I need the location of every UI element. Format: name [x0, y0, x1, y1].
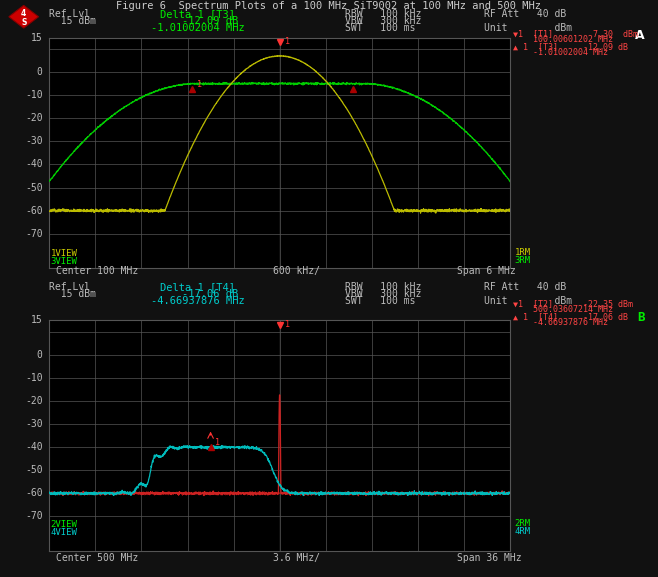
Text: -40: -40 [25, 442, 42, 452]
Text: -70: -70 [25, 228, 42, 239]
Text: 4VIEW: 4VIEW [51, 528, 78, 537]
Text: RBW   100 kHz: RBW 100 kHz [345, 282, 422, 292]
Text: 1: 1 [285, 37, 290, 46]
Text: -60: -60 [25, 205, 42, 216]
Text: 100.00601202 MHz: 100.00601202 MHz [513, 35, 613, 44]
Text: Ref Lvl: Ref Lvl [49, 9, 90, 19]
Text: ▼1  [T2]      -22.35 dBm: ▼1 [T2] -22.35 dBm [513, 299, 633, 308]
Text: VBW   300 kHz: VBW 300 kHz [345, 16, 422, 26]
Text: 15 dBm: 15 dBm [49, 16, 96, 26]
Text: ▲ 1  [T3]     -12.09 dB: ▲ 1 [T3] -12.09 dB [513, 42, 628, 51]
Text: 1: 1 [285, 320, 290, 329]
Text: -12.09 dB: -12.09 dB [157, 16, 238, 26]
Text: SWT   100 ms: SWT 100 ms [345, 23, 416, 33]
Text: 1: 1 [197, 80, 202, 89]
Text: -30: -30 [25, 136, 42, 147]
Text: Delta 1 [T4]: Delta 1 [T4] [160, 282, 235, 292]
Text: -70: -70 [25, 511, 42, 522]
Text: 0: 0 [37, 67, 42, 77]
Text: 4RM: 4RM [515, 527, 531, 535]
Text: 3.6 MHz/: 3.6 MHz/ [273, 553, 320, 563]
Text: Unit        dBm: Unit dBm [484, 296, 572, 306]
Text: -40: -40 [25, 159, 42, 170]
Text: 4: 4 [21, 9, 26, 18]
Text: 2VIEW: 2VIEW [51, 520, 78, 529]
Text: 1VIEW: 1VIEW [51, 249, 78, 258]
Text: SWT   100 ms: SWT 100 ms [345, 296, 416, 306]
Text: -4.66937876 MHz: -4.66937876 MHz [151, 296, 244, 306]
Text: -4.66937876 MHz: -4.66937876 MHz [513, 319, 608, 327]
Text: S: S [21, 17, 26, 27]
Text: -30: -30 [25, 419, 42, 429]
Text: -10: -10 [25, 90, 42, 100]
Text: 3VIEW: 3VIEW [51, 257, 78, 265]
Text: RBW   100 kHz: RBW 100 kHz [345, 9, 422, 19]
Text: 3RM: 3RM [515, 256, 531, 264]
Text: -20: -20 [25, 113, 42, 123]
Text: -60: -60 [25, 488, 42, 499]
Text: -50: -50 [25, 465, 42, 475]
Polygon shape [9, 5, 39, 28]
Text: Ref Lvl: Ref Lvl [49, 282, 90, 292]
Text: 15: 15 [31, 315, 42, 325]
Text: Delta 1 [T3]: Delta 1 [T3] [160, 9, 235, 19]
Text: 1RM: 1RM [515, 248, 531, 257]
Text: Span 6 MHz: Span 6 MHz [457, 266, 516, 276]
Text: 15: 15 [31, 32, 42, 43]
Text: ▼1  [T1]        7.30  dBm: ▼1 [T1] 7.30 dBm [513, 29, 638, 38]
Text: RF Att   40 dB: RF Att 40 dB [484, 9, 566, 19]
Text: 600 kHz/: 600 kHz/ [273, 266, 320, 276]
Text: Center 500 MHz: Center 500 MHz [56, 553, 138, 563]
Text: 500.03607214 MHz: 500.03607214 MHz [513, 305, 613, 314]
Text: B: B [637, 311, 644, 324]
Text: Unit        dBm: Unit dBm [484, 23, 572, 33]
Text: -1.01002004 MHz: -1.01002004 MHz [513, 48, 608, 57]
Text: ▲ 1  [T4]     -17.06 dB: ▲ 1 [T4] -17.06 dB [513, 312, 628, 321]
Text: -17.06 dB: -17.06 dB [157, 289, 238, 299]
Text: RF Att   40 dB: RF Att 40 dB [484, 282, 566, 292]
Text: -1.01002004 MHz: -1.01002004 MHz [151, 23, 244, 33]
Text: Span 36 MHz: Span 36 MHz [457, 553, 522, 563]
Text: 15 dBm: 15 dBm [49, 289, 96, 299]
Text: 2RM: 2RM [515, 519, 531, 527]
Text: Figure 6  Spectrum Plots of a 100 MHz SiT9002 at 100 MHz and 500 MHz: Figure 6 Spectrum Plots of a 100 MHz SiT… [116, 1, 542, 10]
Text: 1: 1 [215, 438, 220, 447]
Text: Center 100 MHz: Center 100 MHz [56, 266, 138, 276]
Text: VBW   300 kHz: VBW 300 kHz [345, 289, 422, 299]
Text: -20: -20 [25, 396, 42, 406]
Text: -50: -50 [25, 182, 42, 193]
Text: -10: -10 [25, 373, 42, 383]
Text: A: A [636, 29, 645, 42]
Text: 0: 0 [37, 350, 42, 360]
